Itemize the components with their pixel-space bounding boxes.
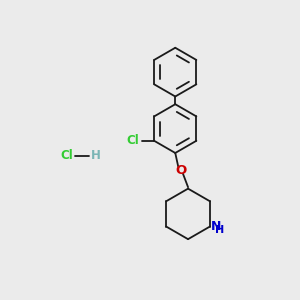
Text: H: H — [215, 225, 224, 235]
Text: N: N — [211, 220, 221, 233]
Text: O: O — [175, 164, 186, 177]
Text: Cl: Cl — [60, 149, 73, 162]
Text: Cl: Cl — [126, 134, 139, 147]
Text: H: H — [91, 149, 101, 162]
